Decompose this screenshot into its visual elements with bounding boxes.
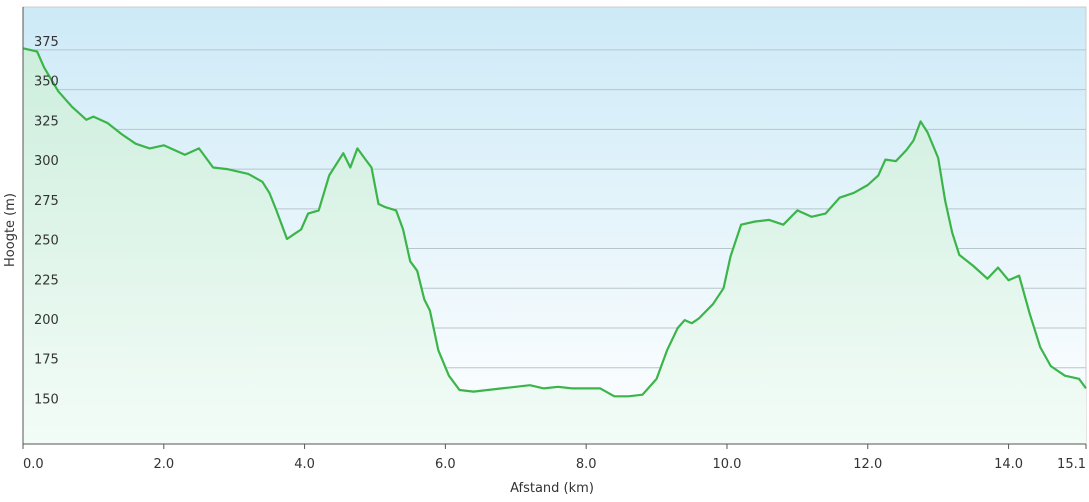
elevation-line: [22, 47, 1087, 398]
x-tick-label: 10.0: [712, 457, 741, 472]
x-tick-label: 12.0: [853, 457, 882, 472]
y-tick-label: 225: [34, 273, 59, 288]
y-tick-label: 250: [34, 234, 59, 249]
x-axis-title: Afstand (km): [510, 481, 594, 496]
y-tick-label: 175: [34, 353, 59, 368]
y-tick-label: 350: [34, 75, 59, 90]
x-tick-label: 15.1: [1057, 457, 1086, 472]
elevation-area: [23, 48, 1086, 445]
x-tick-label: 14.0: [994, 457, 1023, 472]
y-tick-label: 300: [34, 154, 59, 169]
y-tick-label: 275: [34, 194, 59, 209]
x-tick-label: 8.0: [576, 457, 597, 472]
y-tick-label: 200: [34, 313, 59, 328]
x-tick-label: 6.0: [435, 457, 456, 472]
y-tick-labels: 150 175 200 225 250 275 300 325 350 375: [34, 35, 59, 408]
y-tick-label: 150: [34, 392, 59, 407]
y-axis-title: Hoogte (m): [3, 193, 18, 267]
y-tick-label: 325: [34, 114, 59, 129]
x-tick-labels: 0.0 2.0 4.0 6.0 8.0 10.0 12.0 14.0 15.1: [22, 444, 1087, 472]
x-tick-label: 0.0: [23, 457, 44, 472]
x-tick-label: 2.0: [153, 457, 174, 472]
y-tick-label: 375: [34, 35, 59, 50]
x-tick-label: 4.0: [294, 457, 315, 472]
